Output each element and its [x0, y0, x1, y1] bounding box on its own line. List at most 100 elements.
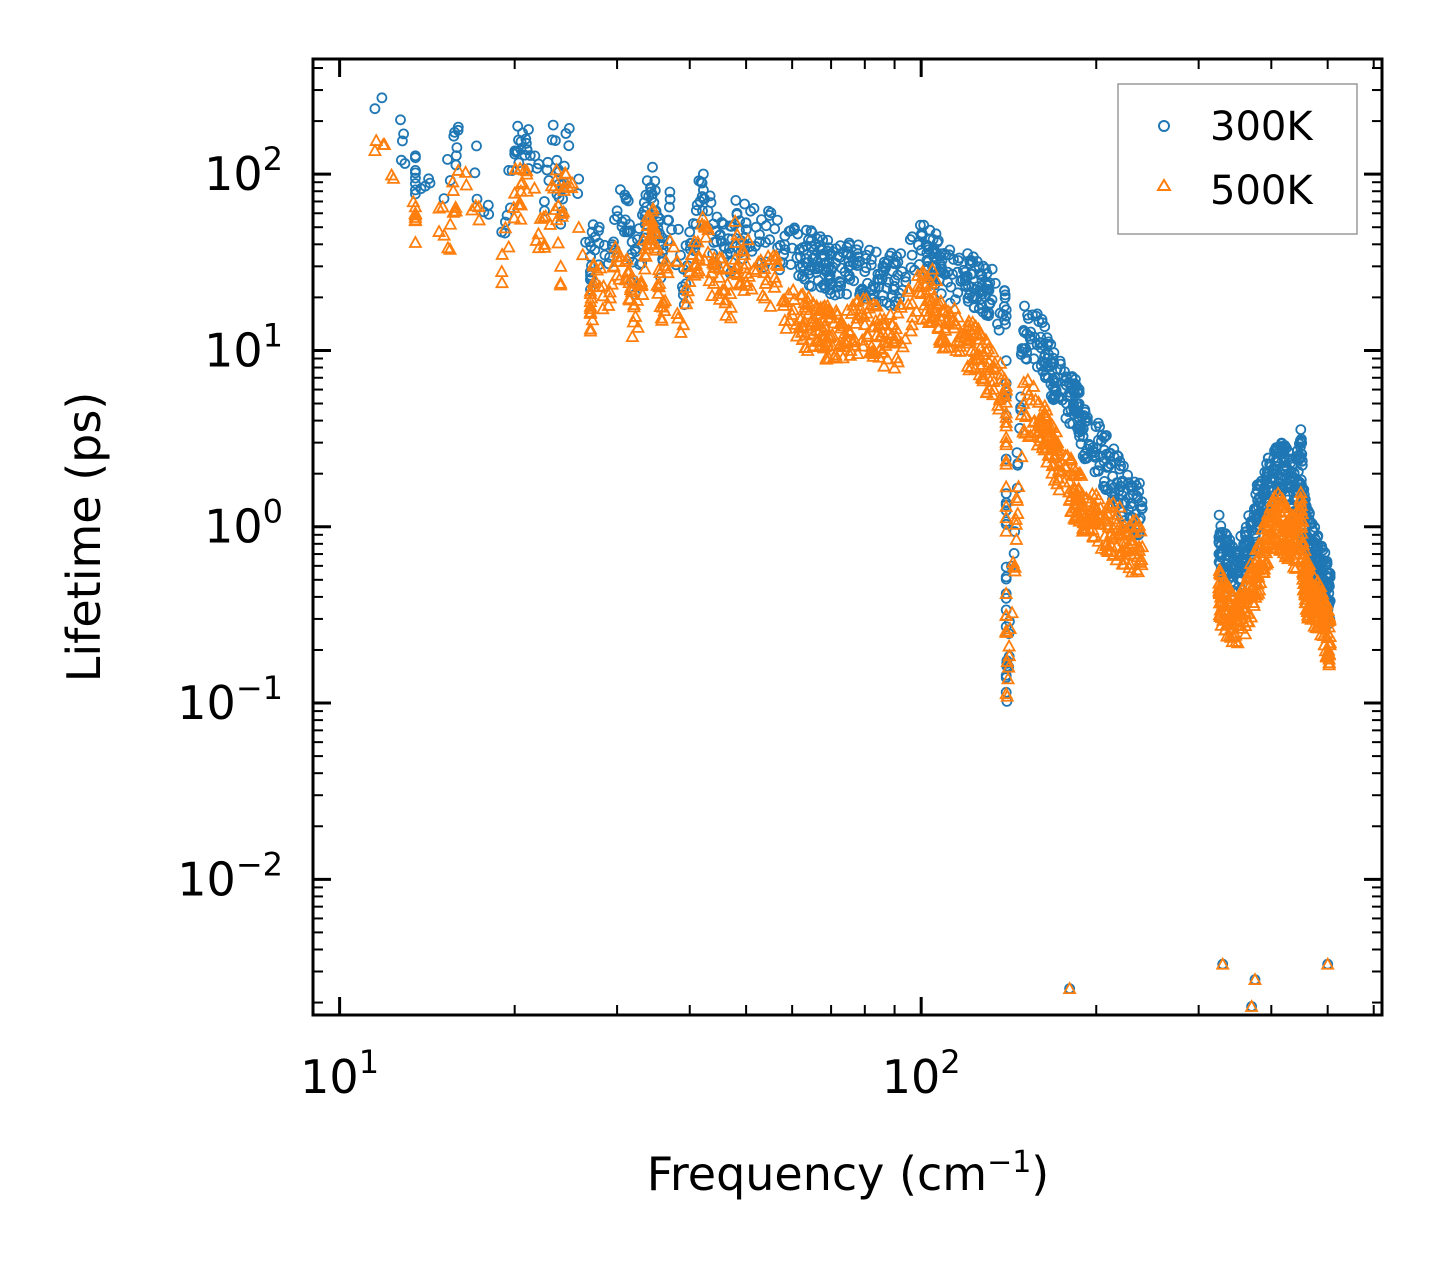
data-point-fill [982, 278, 994, 290]
data-point-fill [602, 284, 617, 298]
data-point [663, 233, 678, 246]
data-point [367, 143, 382, 157]
data-point [928, 251, 939, 263]
data-point-fill [1295, 474, 1307, 486]
data-point-fill [1000, 671, 1016, 685]
data-point-fill [1125, 513, 1140, 527]
data-point-fill [538, 208, 553, 222]
data-point [733, 276, 749, 289]
data-point-fill [1277, 503, 1292, 517]
data-point-fill [1321, 603, 1336, 617]
data-point-fill [690, 205, 702, 216]
data-point-fill [877, 311, 892, 325]
data-point-fill [860, 326, 875, 340]
data-point-fill [745, 205, 756, 217]
data-point-fill [1091, 491, 1106, 505]
data-point [688, 256, 704, 270]
data-point [750, 221, 762, 233]
data-point [938, 322, 953, 336]
data-point-fill [651, 286, 666, 299]
data-point-fill [587, 219, 599, 231]
data-point-fill [1010, 506, 1025, 519]
data-point-fill [1294, 513, 1310, 527]
data-point [1251, 558, 1266, 572]
data-point [622, 264, 637, 278]
data-point [1312, 548, 1323, 560]
data-point [443, 216, 458, 230]
data-point-fill [551, 198, 566, 212]
data-point-fill [1324, 567, 1336, 579]
data-point-fill [652, 279, 667, 293]
data-point-fill [740, 224, 752, 236]
data-point-fill [1103, 498, 1118, 512]
data-point-fill [999, 523, 1014, 537]
data-point-fill [625, 329, 640, 343]
data-point-fill [1016, 422, 1032, 436]
data-point-fill [1224, 589, 1239, 603]
data-point-fill [423, 173, 435, 185]
data-point-fill [962, 248, 973, 260]
data-point [972, 281, 983, 293]
data-point-fill [519, 163, 534, 177]
data-point-fill [819, 350, 834, 364]
data-point-fill [586, 256, 601, 270]
data-point-fill [1000, 310, 1012, 322]
data-point-fill [471, 140, 482, 152]
data-point-fill [1109, 552, 1124, 566]
data-point-fill [989, 277, 1001, 289]
data-point-fill [859, 305, 874, 319]
data-point-fill [1000, 488, 1012, 500]
data-point-fill [736, 243, 751, 257]
data-point-fill [646, 201, 661, 215]
y-tick-label: 102 [204, 140, 283, 201]
data-point-fill [513, 211, 528, 225]
data-point-fill [993, 324, 1005, 336]
data-point-fill [437, 227, 452, 241]
data-point-fill [942, 316, 957, 330]
data-point-fill [1026, 379, 1041, 392]
data-point-fill [1215, 613, 1231, 626]
data-point-fill [649, 175, 661, 187]
data-point-fill [585, 312, 600, 326]
data-point-fill [904, 234, 916, 246]
data-point-fill [980, 263, 991, 275]
data-point-fill [1278, 498, 1293, 511]
data-point-fill [395, 114, 406, 126]
data-point-fill [670, 306, 685, 319]
data-point-fill [529, 150, 541, 162]
data-point-fill [825, 338, 840, 352]
data-point-fill [565, 175, 580, 189]
data-point [1320, 956, 1335, 970]
data-point-fill [832, 250, 844, 262]
data-point-fill [443, 241, 458, 255]
data-point-fill [675, 249, 686, 261]
data-point-fill [1021, 387, 1036, 400]
data-point-fill [755, 288, 770, 301]
data-point-fill [999, 410, 1014, 423]
data-point-fill [1104, 538, 1119, 552]
data-point [740, 217, 752, 229]
data-point-fill [893, 297, 908, 310]
data-point-fill [1048, 347, 1060, 359]
data-point [1230, 611, 1245, 625]
data-point-fill [1212, 562, 1227, 576]
data-point-fill [1217, 573, 1232, 587]
data-point-fill [769, 248, 784, 262]
data-point-fill [1000, 571, 1012, 583]
data-point-fill [1086, 529, 1101, 543]
data-point [714, 229, 725, 241]
data-point-fill [952, 287, 964, 299]
data-point-fill [1021, 346, 1033, 358]
plot-frame [311, 57, 1384, 1017]
data-point [1244, 999, 1259, 1012]
data-point-fill [1296, 459, 1308, 471]
data-point-fill [777, 313, 792, 326]
data-point-fill [883, 276, 894, 288]
data-point-fill [451, 142, 463, 154]
data-point-fill [1127, 546, 1142, 560]
data-point-fill [1055, 358, 1066, 370]
data-point-fill [728, 213, 743, 227]
data-point-fill [1050, 435, 1065, 449]
data-point-fill [1234, 620, 1249, 634]
data-point [1294, 502, 1309, 516]
